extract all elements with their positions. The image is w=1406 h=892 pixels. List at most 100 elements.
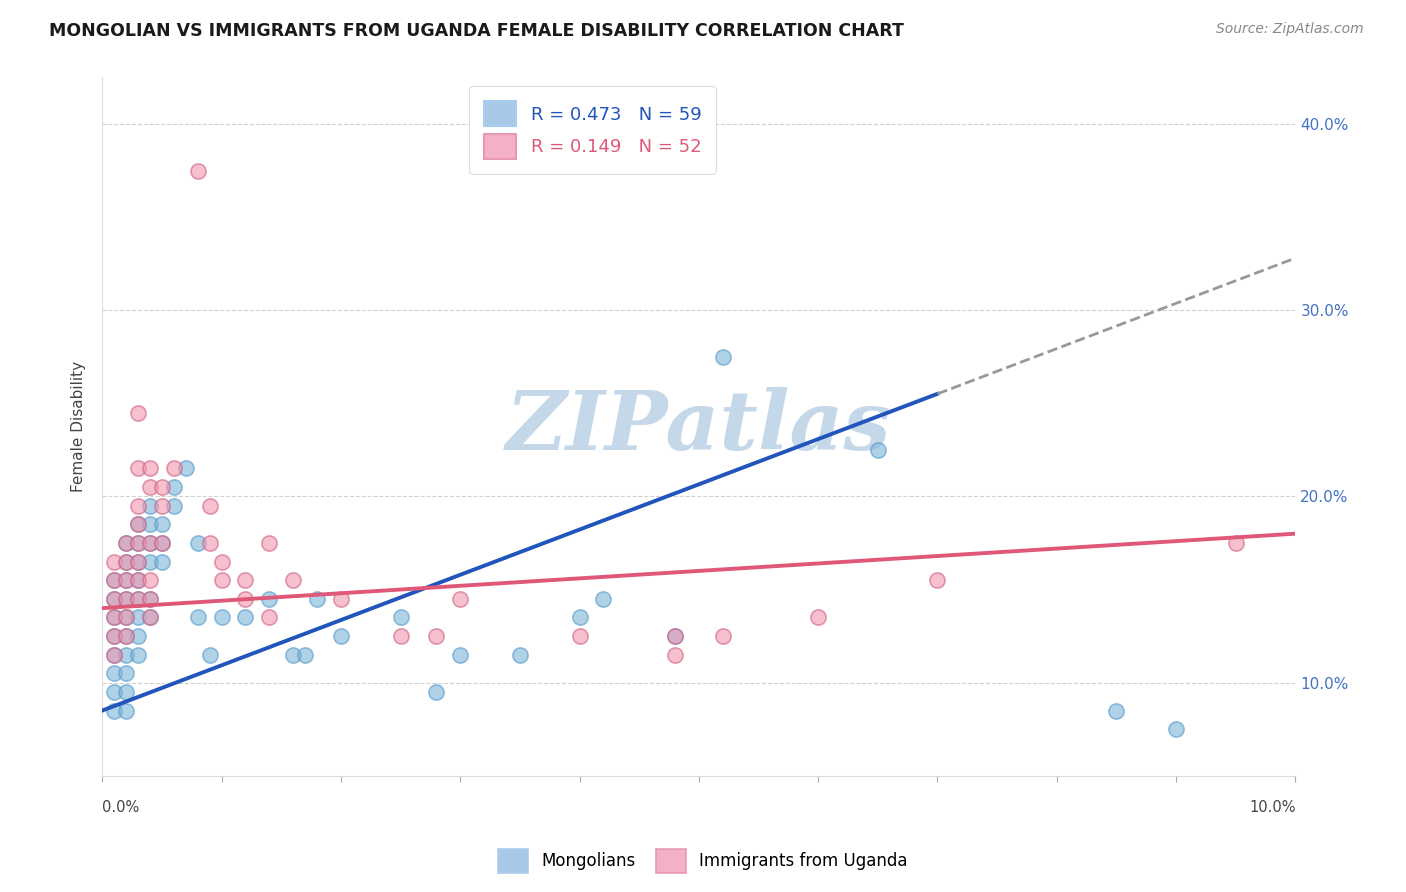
Point	[103, 610, 125, 624]
Point	[103, 629, 125, 643]
Point	[425, 685, 447, 699]
Point	[139, 591, 162, 606]
Point	[389, 610, 412, 624]
Point	[139, 573, 162, 587]
Point	[711, 350, 734, 364]
Point	[115, 555, 138, 569]
Point	[103, 685, 125, 699]
Point	[449, 648, 471, 662]
Point	[127, 517, 149, 532]
Point	[150, 536, 173, 550]
Point	[103, 591, 125, 606]
Text: ZIPatlas: ZIPatlas	[506, 386, 891, 467]
Point	[329, 629, 352, 643]
Point	[103, 573, 125, 587]
Y-axis label: Female Disability: Female Disability	[72, 361, 86, 492]
Point	[187, 536, 209, 550]
Point	[115, 536, 138, 550]
Point	[127, 461, 149, 475]
Point	[259, 591, 281, 606]
Point	[150, 480, 173, 494]
Text: MONGOLIAN VS IMMIGRANTS FROM UGANDA FEMALE DISABILITY CORRELATION CHART: MONGOLIAN VS IMMIGRANTS FROM UGANDA FEMA…	[49, 22, 904, 40]
Point	[807, 610, 830, 624]
Point	[139, 610, 162, 624]
Point	[294, 648, 316, 662]
Point	[103, 666, 125, 681]
Text: Source: ZipAtlas.com: Source: ZipAtlas.com	[1216, 22, 1364, 37]
Point	[592, 591, 614, 606]
Point	[103, 648, 125, 662]
Point	[187, 610, 209, 624]
Point	[568, 610, 591, 624]
Point	[115, 536, 138, 550]
Point	[235, 591, 257, 606]
Point	[281, 573, 304, 587]
Point	[127, 591, 149, 606]
Point	[211, 573, 233, 587]
Point	[329, 591, 352, 606]
Point	[139, 536, 162, 550]
Point	[127, 573, 149, 587]
Point	[127, 573, 149, 587]
Point	[150, 555, 173, 569]
Point	[664, 629, 686, 643]
Point	[103, 555, 125, 569]
Point	[127, 555, 149, 569]
Point	[115, 610, 138, 624]
Point	[115, 591, 138, 606]
Point	[127, 591, 149, 606]
Point	[115, 704, 138, 718]
Point	[103, 573, 125, 587]
Point	[127, 648, 149, 662]
Point	[174, 461, 197, 475]
Point	[198, 499, 221, 513]
Point	[127, 517, 149, 532]
Point	[115, 648, 138, 662]
Point	[127, 499, 149, 513]
Point	[103, 610, 125, 624]
Point	[115, 591, 138, 606]
Point	[127, 610, 149, 624]
Point	[103, 704, 125, 718]
Point	[211, 555, 233, 569]
Point	[139, 480, 162, 494]
Point	[198, 536, 221, 550]
Point	[150, 517, 173, 532]
Point	[139, 499, 162, 513]
Point	[139, 610, 162, 624]
Point	[115, 685, 138, 699]
Point	[115, 573, 138, 587]
Point	[211, 610, 233, 624]
Point	[115, 610, 138, 624]
Point	[509, 648, 531, 662]
Point	[115, 629, 138, 643]
Point	[127, 536, 149, 550]
Point	[127, 536, 149, 550]
Point	[139, 461, 162, 475]
Point	[235, 610, 257, 624]
Point	[139, 591, 162, 606]
Point	[187, 163, 209, 178]
Point	[139, 555, 162, 569]
Point	[103, 591, 125, 606]
Point	[927, 573, 949, 587]
Point	[150, 499, 173, 513]
Point	[305, 591, 328, 606]
Legend: R = 0.473   N = 59, R = 0.149   N = 52: R = 0.473 N = 59, R = 0.149 N = 52	[470, 87, 716, 174]
Text: 10.0%: 10.0%	[1249, 800, 1295, 815]
Point	[163, 499, 186, 513]
Point	[866, 442, 889, 457]
Text: 0.0%: 0.0%	[103, 800, 139, 815]
Point	[235, 573, 257, 587]
Point	[163, 480, 186, 494]
Legend: Mongolians, Immigrants from Uganda: Mongolians, Immigrants from Uganda	[492, 842, 914, 880]
Point	[1166, 722, 1188, 736]
Point	[115, 573, 138, 587]
Point	[127, 629, 149, 643]
Point	[150, 536, 173, 550]
Point	[127, 555, 149, 569]
Point	[281, 648, 304, 662]
Point	[139, 536, 162, 550]
Point	[389, 629, 412, 643]
Point	[259, 536, 281, 550]
